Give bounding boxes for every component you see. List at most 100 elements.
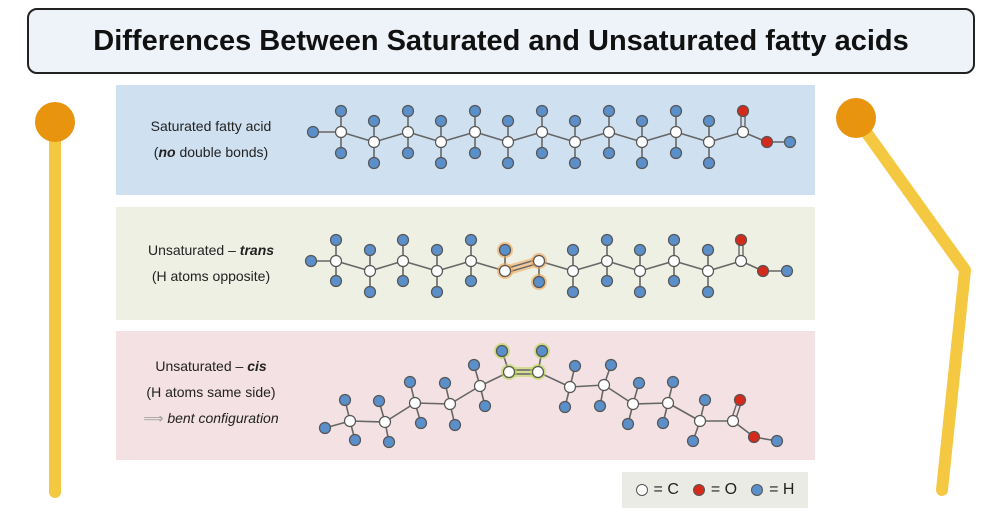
hydrogen-atom (667, 233, 681, 247)
carbon-atom (633, 264, 647, 278)
hydrogen-atom (566, 285, 580, 299)
hydrogen-atom (464, 233, 478, 247)
hydrogen-atom (686, 434, 700, 448)
hydrogen-atom (495, 344, 509, 358)
hydrogen-atom (501, 156, 515, 170)
hydrogen-atom (363, 243, 377, 257)
hydrogen-atom (468, 146, 482, 160)
carbon-atom (597, 378, 611, 392)
hydrogen-atom (334, 104, 348, 118)
hydrogen-atom (535, 344, 549, 358)
hydrogen-atom (367, 156, 381, 170)
hydrogen-atom (304, 254, 318, 268)
cis-line1: Unsaturated – cis (155, 358, 267, 374)
carbon-atom (434, 135, 448, 149)
carbon-atom (334, 125, 348, 139)
hydrogen-atom (467, 358, 481, 372)
hydrogen-atom (478, 399, 492, 413)
hydrogen-atom (568, 114, 582, 128)
oxygen-atom (734, 233, 748, 247)
hydrogen-atom (783, 135, 797, 149)
hydrogen-atom (532, 275, 546, 289)
hydrogen-atom (401, 146, 415, 160)
hydrogen-atom (430, 243, 444, 257)
hydrogen-atom (329, 233, 343, 247)
hydrogen-atom (635, 156, 649, 170)
carbon-atom (568, 135, 582, 149)
hydrogen-atom (669, 104, 683, 118)
legend: = C = O = H (622, 472, 808, 508)
carbon-atom (563, 380, 577, 394)
hydrogen-atom (656, 416, 670, 430)
oxygen-atom (756, 264, 770, 278)
hydrogen-atom (414, 416, 428, 430)
left-pole-cap (35, 102, 75, 142)
carbon-atom (667, 254, 681, 268)
carbon-atom (531, 365, 545, 379)
hydrogen-atom (698, 393, 712, 407)
title-box: Differences Between Saturated and Unsatu… (27, 8, 975, 74)
hydrogen-atom (334, 146, 348, 160)
hydrogen-atom (403, 375, 417, 389)
carbon-atom (669, 125, 683, 139)
carbon-atom (693, 414, 707, 428)
carbon-atom (502, 365, 516, 379)
title: Differences Between Saturated and Unsatu… (93, 24, 909, 57)
hydrogen-atom (535, 146, 549, 160)
hydrogen-atom (396, 233, 410, 247)
carbon-atom (498, 264, 512, 278)
hydrogen-atom (430, 285, 444, 299)
hydrogen-atom (669, 146, 683, 160)
right-pole (850, 112, 971, 496)
carbon-atom (602, 125, 616, 139)
carbon-atom (734, 254, 748, 268)
carbon-atom (443, 397, 457, 411)
hydrogen-atom (633, 243, 647, 257)
hydrogen-atom (780, 264, 794, 278)
carbon-atom (566, 264, 580, 278)
panel-trans: Unsaturated – trans (H atoms opposite) (116, 207, 815, 320)
hydrogen-atom (770, 434, 784, 448)
hydrogen-atom (602, 104, 616, 118)
carbon-atom (343, 414, 357, 428)
carbon-atom (532, 254, 546, 268)
carbon-atom (600, 254, 614, 268)
bond (667, 402, 701, 422)
hydrogen-atom (701, 285, 715, 299)
hydrogen-atom (382, 435, 396, 449)
carbon-atom (408, 396, 422, 410)
hydrogen-atom (535, 104, 549, 118)
saturated-line2: (no double bonds) (153, 144, 269, 160)
hydrogen-atom (372, 394, 386, 408)
hydrogen-atom (566, 243, 580, 257)
trans-line1: Unsaturated – trans (147, 242, 275, 258)
saturated-label: Saturated fatty acid (no double bonds) (116, 113, 306, 165)
hydrogen-atom (401, 104, 415, 118)
hydrogen-atom (702, 114, 716, 128)
hydrogen-atom (501, 114, 515, 128)
hydrogen-atom (666, 375, 680, 389)
right-pole-cap (836, 98, 876, 138)
hydrogen-atom (434, 156, 448, 170)
hydrogen-atom (338, 393, 352, 407)
hydrogen-atom (329, 274, 343, 288)
hydrogen-atom (604, 358, 618, 372)
carbon-atom (626, 397, 640, 411)
hydrogen-atom (702, 156, 716, 170)
oxygen-atom (736, 104, 750, 118)
hydrogen-atom (602, 146, 616, 160)
carbon-legend-dot (635, 484, 648, 496)
saturated-line1: Saturated fatty acid (150, 118, 272, 134)
carbon-atom (401, 125, 415, 139)
cis-line3: ⟹ bent configuration (143, 410, 279, 426)
hydrogen-atom (558, 400, 572, 414)
oxygen-legend-dot (692, 484, 705, 496)
carbon-atom (635, 135, 649, 149)
hydrogen-atom (498, 243, 512, 257)
carbon-atom (726, 414, 740, 428)
hydrogen-atom (367, 114, 381, 128)
hydrogen-atom (468, 104, 482, 118)
panel-saturated: Saturated fatty acid (no double bonds) (116, 85, 815, 195)
hydrogen-atom (434, 114, 448, 128)
